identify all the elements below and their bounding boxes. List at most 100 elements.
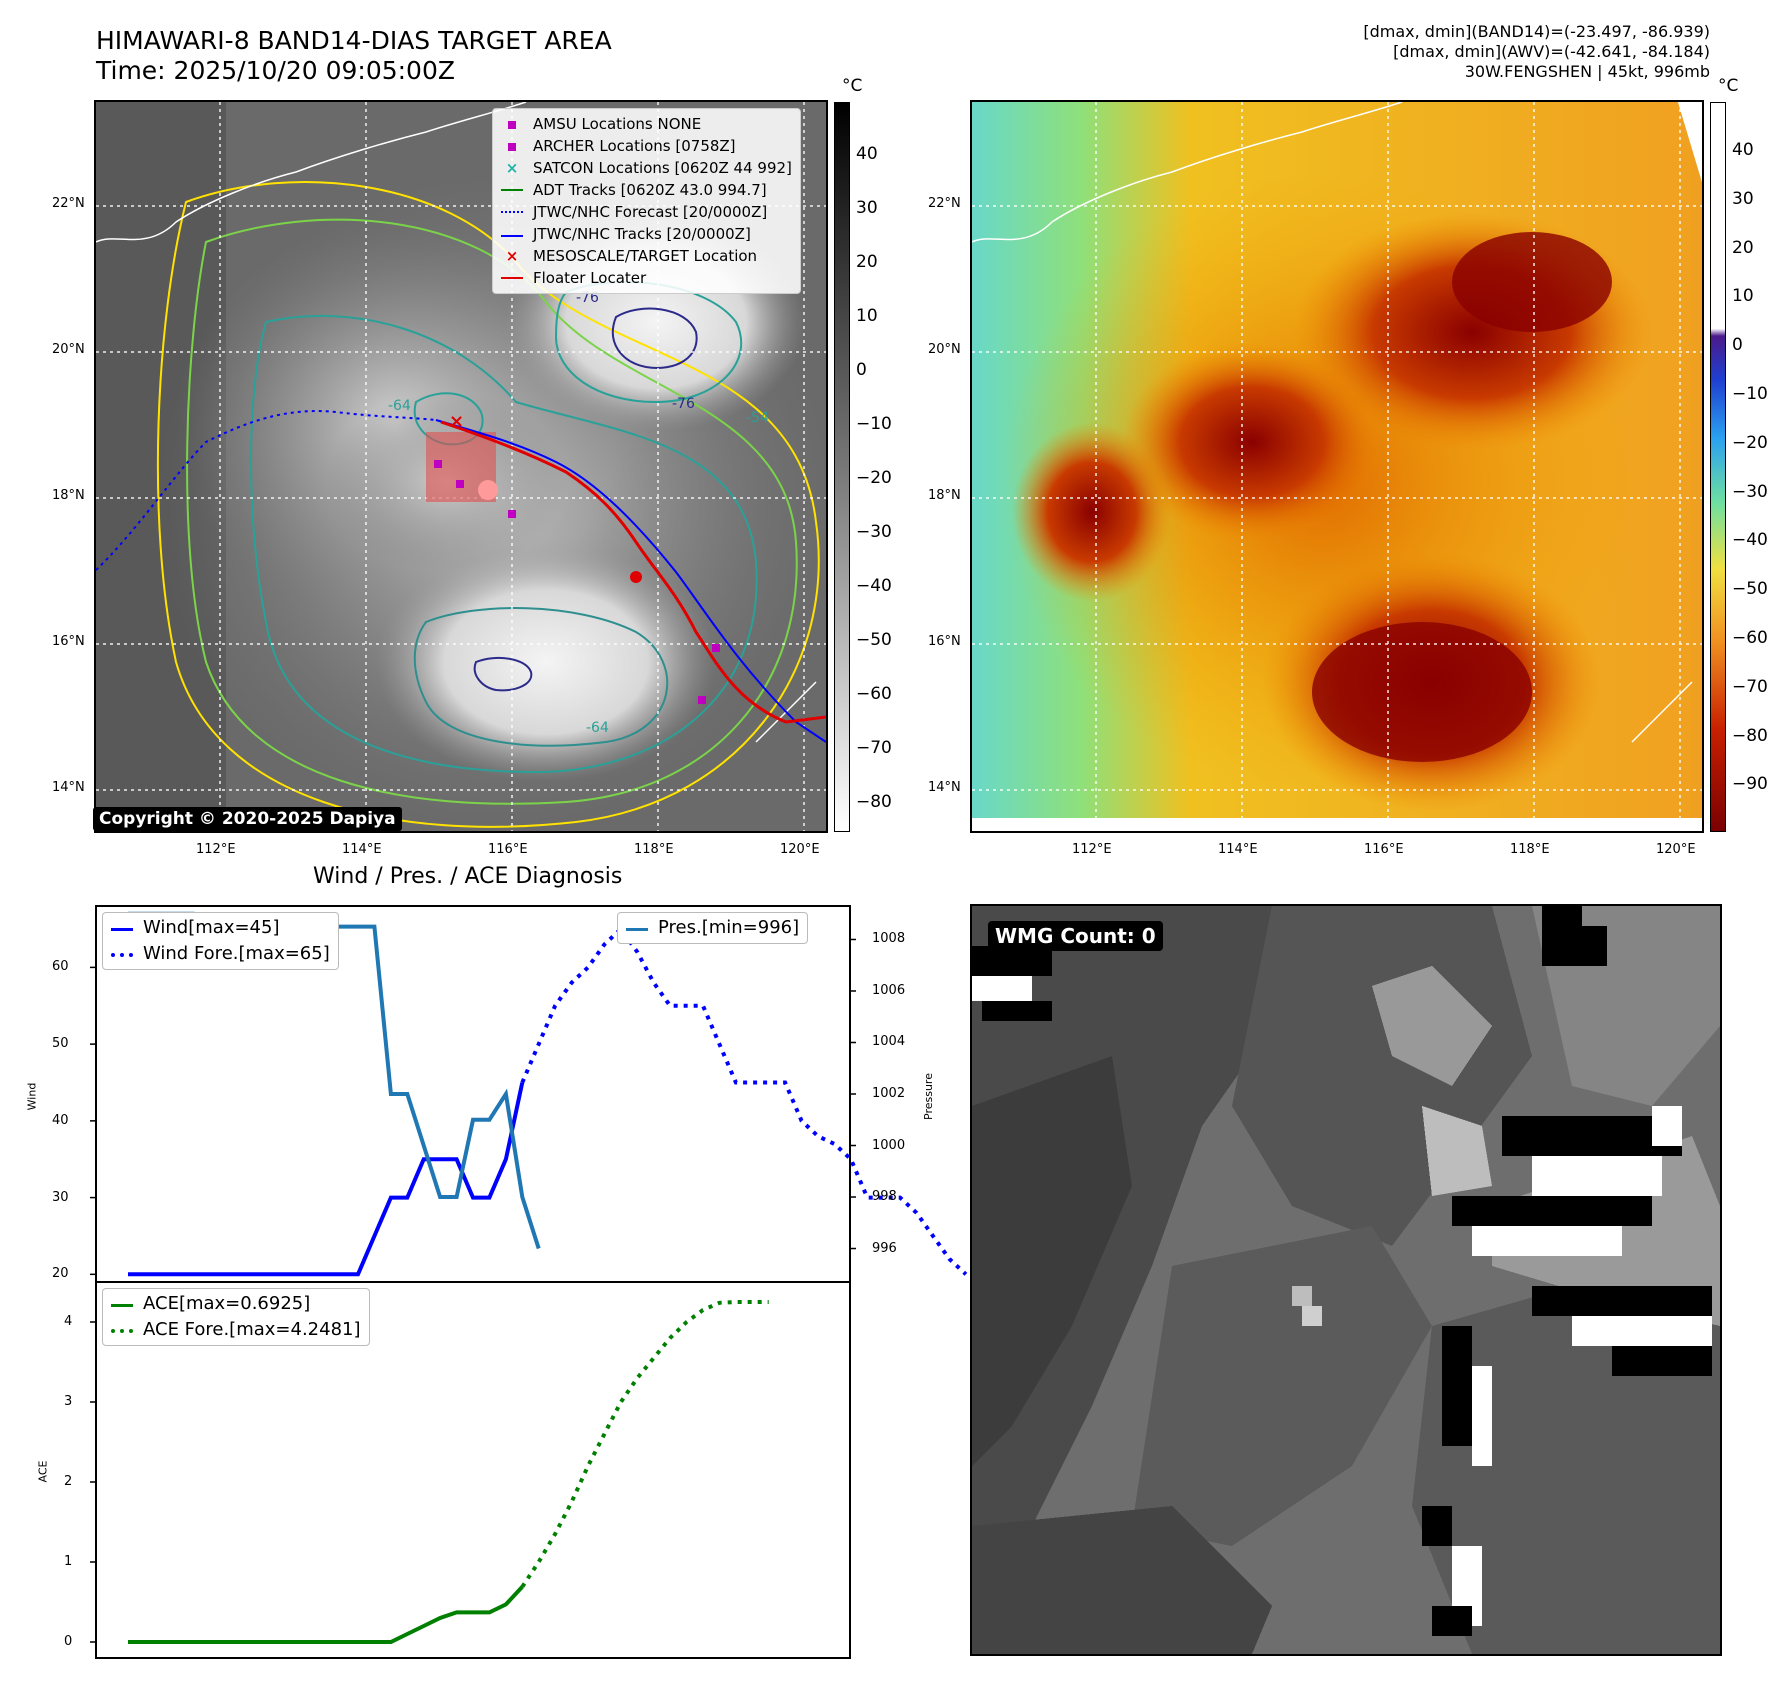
legend-ace-fore: ACE Fore.[max=4.2481] (111, 1317, 361, 1343)
colorbar-tick-label: −40 (856, 576, 892, 596)
stats-line-3: 30W.FENGSHEN | 45kt, 996mb (1464, 62, 1710, 81)
ir-map-panel: × -76 -64 -54 -64 -76 AMSU Locations NON… (94, 100, 828, 833)
svg-text:×: × (449, 411, 464, 432)
wmg-image (972, 906, 1720, 1654)
colorbar-tick-label: −60 (856, 684, 892, 704)
lon-tick-label: 120°E (1656, 842, 1696, 857)
colorbar-tick-label: 0 (1732, 335, 1743, 356)
lon-tick-label: 112°E (1072, 842, 1112, 857)
lat-tick-label: 18°N (52, 488, 85, 503)
contour-label: -64 (388, 398, 411, 414)
lat-tick-label: 16°N (52, 634, 85, 649)
ace-forecast-line (520, 1300, 769, 1588)
colorbar-awv-unit: °C (1718, 76, 1739, 96)
diagnosis-title: Wind / Pres. / ACE Diagnosis (313, 864, 623, 889)
axis-tick-label: 40 (52, 1112, 69, 1128)
colorbar-awv (1710, 102, 1726, 832)
axis-tick-label: 0 (64, 1634, 73, 1649)
lon-tick-label: 114°E (1218, 842, 1258, 857)
ace-legend: ACE[max=0.6925] ACE Fore.[max=4.2481] (102, 1288, 370, 1346)
stats-line-2: [dmax, dmin](AWV)=(-42.641, -84.184) (1393, 42, 1710, 61)
wind-forecast-line (520, 925, 968, 1276)
lon-tick-label: 118°E (634, 842, 674, 857)
colorbar-tick-label: −90 (1732, 774, 1768, 795)
contour-label: -76 (576, 290, 599, 306)
axis-tick-label: 1 (64, 1554, 73, 1569)
legend-swatch: × (505, 159, 519, 177)
colorbar-gray-unit: °C (842, 76, 863, 96)
colorbar-tick-label: −70 (856, 738, 892, 758)
legend-label: JTWC/NHC Tracks [20/0000Z] (533, 225, 751, 243)
colorbar-gray (834, 102, 850, 832)
lat-tick-label: 14°N (52, 780, 85, 795)
wmg-count-badge: WMG Count: 0 (988, 921, 1163, 951)
lon-tick-label: 114°E (342, 842, 382, 857)
colorbar-tick-label: −20 (856, 468, 892, 488)
wind-legend: Wind[max=45] Wind Fore.[max=65] (102, 912, 339, 970)
legend-label: JTWC/NHC Forecast [20/0000Z] (533, 203, 768, 221)
colorbar-tick-label: −60 (1732, 628, 1768, 648)
lon-tick-label: 118°E (1510, 842, 1550, 857)
legend-label: ARCHER Locations [0758Z] (533, 137, 736, 155)
colorbar-tick-label: 20 (856, 252, 878, 272)
colorbar-tick-label: 40 (1732, 140, 1754, 160)
colorbar-tick-label: −80 (1732, 725, 1768, 746)
lon-tick-label: 112°E (196, 842, 236, 857)
legend-swatch (501, 277, 523, 279)
copyright-label: Copyright © 2020-2025 Dapiya (93, 807, 402, 831)
legend-wind-fore: Wind Fore.[max=65] (111, 941, 330, 967)
figure-title: HIMAWARI-8 BAND14-DIAS TARGET AREA Time:… (96, 26, 612, 86)
legend-swatch (501, 233, 523, 237)
map-legend: AMSU Locations NONE ARCHER Locations [075… (492, 108, 801, 294)
axis-tick-label: 50 (52, 1036, 69, 1052)
colorbar-tick-label: −40 (1732, 530, 1768, 551)
contour-label: -54 (746, 410, 769, 426)
stats-header: [dmax, dmin](BAND14)=(-23.497, -86.939) … (1363, 22, 1710, 82)
title-line-2: Time: 2025/10/20 09:05:00Z (96, 56, 455, 85)
colorbar-tick-label: −80 (856, 792, 892, 812)
axis-tick-label: 60 (52, 959, 69, 975)
map-legend-item: × SATCON Locations [0620Z 44 992] (501, 157, 792, 179)
lat-tick-label: 20°N (928, 342, 961, 357)
pressure-axis-title: Pressure (921, 1073, 935, 1120)
axis-tick-label: 1000 (872, 1137, 906, 1153)
colorbar-tick-label: −30 (856, 522, 892, 542)
legend-swatch (501, 189, 523, 191)
ace-line (128, 1585, 524, 1644)
colorbar-tick-label: −50 (856, 630, 892, 650)
awv-map-image (972, 102, 1702, 831)
colorbar-tick-label: 40 (856, 144, 878, 164)
legend-wind: Wind[max=45] (111, 915, 330, 941)
colorbar-tick-label: −50 (1732, 579, 1768, 600)
lat-tick-label: 22°N (52, 196, 85, 211)
legend-swatch (501, 113, 523, 135)
colorbar-tick-label: 20 (1732, 237, 1754, 258)
colorbar-tick-label: 0 (856, 360, 867, 380)
lon-tick-label: 116°E (488, 842, 528, 857)
wind-axis-title: Wind (25, 1082, 39, 1111)
colorbar-tick-label: 10 (1732, 286, 1754, 307)
axis-tick-label: 998 (872, 1189, 897, 1204)
map-legend-item: ADT Tracks [0620Z 43.0 994.7] (501, 179, 792, 201)
colorbar-tick-label: 10 (856, 306, 878, 326)
lon-tick-label: 120°E (780, 842, 820, 857)
stats-line-1: [dmax, dmin](BAND14)=(-23.497, -86.939) (1363, 22, 1710, 41)
map-legend-item: JTWC/NHC Tracks [20/0000Z] (501, 223, 792, 245)
axis-tick-label: 3 (64, 1394, 73, 1409)
wind-line (128, 1082, 525, 1277)
colorbar-tick-label: 30 (1732, 188, 1754, 209)
contour-label: -76 (672, 396, 695, 412)
legend-swatch (501, 211, 523, 213)
title-line-1: HIMAWARI-8 BAND14-DIAS TARGET AREA (96, 26, 612, 55)
legend-pressure: Pres.[min=996] (626, 915, 799, 941)
axis-tick-label: 996 (872, 1240, 897, 1256)
map-legend-item: Floater Locater (501, 267, 792, 289)
lat-tick-label: 22°N (928, 196, 961, 211)
axis-tick-label: 1004 (872, 1034, 906, 1050)
colorbar-tick-label: 30 (856, 198, 878, 218)
colorbar-tick-label: −10 (1732, 384, 1768, 404)
pressure-legend: Pres.[min=996] (617, 912, 809, 944)
map-legend-item: JTWC/NHC Forecast [20/0000Z] (501, 201, 792, 223)
colorbar-tick-label: −20 (1732, 432, 1768, 453)
axis-tick-label: 2 (64, 1474, 73, 1489)
